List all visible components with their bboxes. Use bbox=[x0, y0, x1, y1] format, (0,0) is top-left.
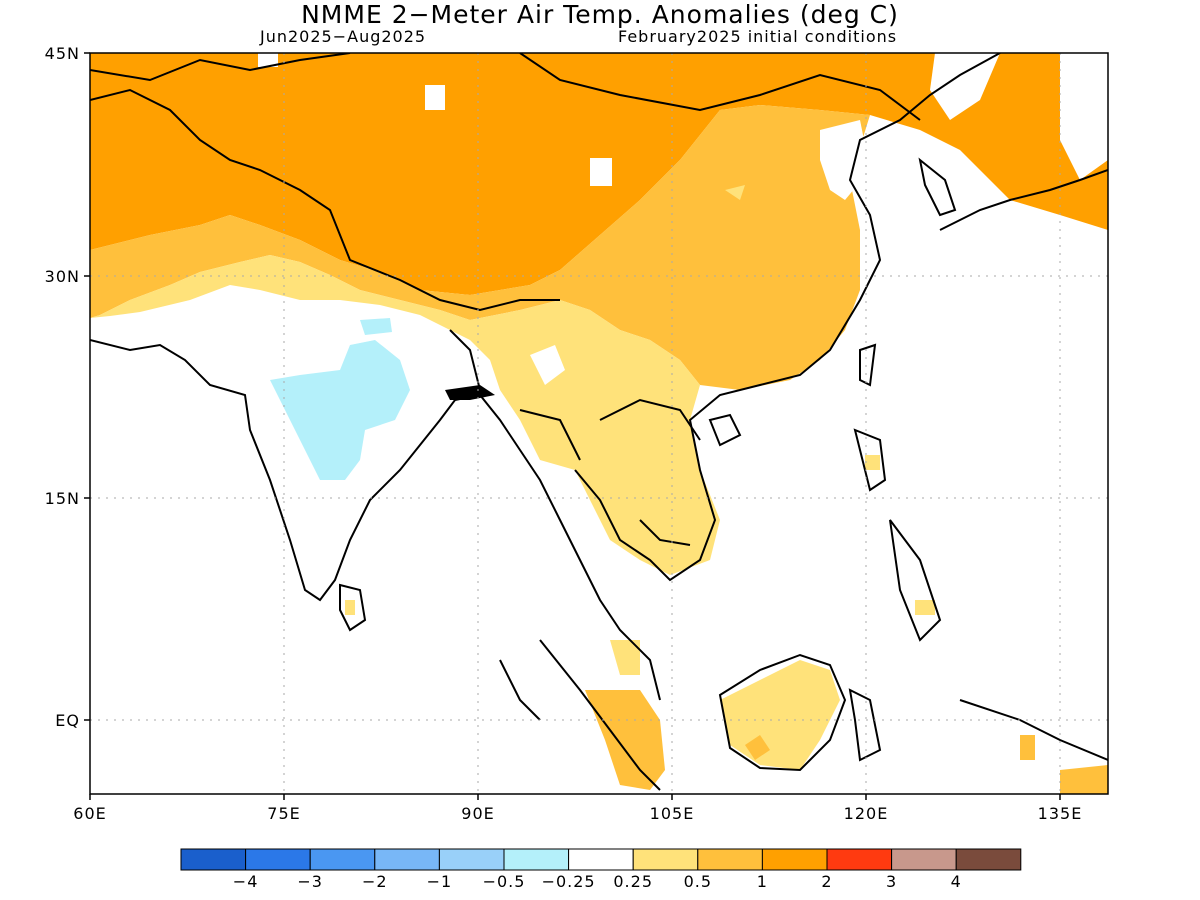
colorbar-swatch bbox=[438, 848, 505, 871]
initial-conditions: February2025 initial conditions bbox=[618, 27, 898, 46]
colorbar-swatch bbox=[697, 848, 763, 871]
colorbar bbox=[180, 848, 1022, 871]
colorbar-swatch bbox=[568, 848, 634, 871]
coastlines bbox=[90, 53, 1108, 791]
colorbar-label: 3 bbox=[886, 872, 898, 891]
colorbar-label: −2 bbox=[362, 872, 388, 891]
colorbar-swatch bbox=[503, 848, 570, 871]
lat-label: EQ bbox=[55, 711, 80, 730]
colorbar-swatch bbox=[374, 848, 440, 871]
lon-label: 135E bbox=[1037, 804, 1083, 823]
colorbar-label: 2 bbox=[821, 872, 833, 891]
colorbar-label: −3 bbox=[297, 872, 323, 891]
colorbar-swatch bbox=[891, 848, 957, 871]
colorbar-swatch bbox=[245, 848, 311, 871]
colorbar-swatch bbox=[955, 848, 1022, 871]
gridlines bbox=[90, 53, 1108, 794]
lon-label: 120E bbox=[843, 804, 889, 823]
colorbar-label: 0.25 bbox=[613, 872, 653, 891]
anomaly-region-moderate-warm bbox=[90, 105, 870, 390]
lat-label: 30N bbox=[44, 267, 80, 286]
colorbar-swatch bbox=[309, 848, 376, 871]
lon-label: 75E bbox=[267, 804, 301, 823]
forecast-period: Jun2025−Aug2025 bbox=[260, 27, 427, 46]
colorbar-label: −0.25 bbox=[541, 872, 596, 891]
lon-label: 105E bbox=[649, 804, 695, 823]
colorbar-label: 4 bbox=[950, 872, 962, 891]
colorbar-swatch bbox=[632, 848, 699, 871]
lat-label: 45N bbox=[44, 44, 80, 63]
lon-label: 60E bbox=[73, 804, 107, 823]
colorbar-swatch bbox=[826, 848, 893, 871]
lon-label: 90E bbox=[461, 804, 495, 823]
colorbar-label: 1 bbox=[756, 872, 768, 891]
map-frame bbox=[89, 52, 1109, 795]
anomaly-region-slight-warm bbox=[90, 255, 720, 575]
anomaly-region-slight-cool bbox=[270, 340, 410, 480]
colorbar-label: −4 bbox=[232, 872, 259, 891]
colorbar-label: −1 bbox=[426, 872, 453, 891]
colorbar-label: −0.5 bbox=[482, 872, 526, 891]
colorbar-swatch bbox=[761, 848, 828, 871]
colorbar-swatch bbox=[180, 848, 247, 871]
colorbar-label: 0.5 bbox=[683, 872, 713, 891]
map-title: NMME 2−Meter Air Temp. Anomalies (deg C) bbox=[301, 0, 899, 29]
lat-label: 15N bbox=[44, 489, 80, 508]
